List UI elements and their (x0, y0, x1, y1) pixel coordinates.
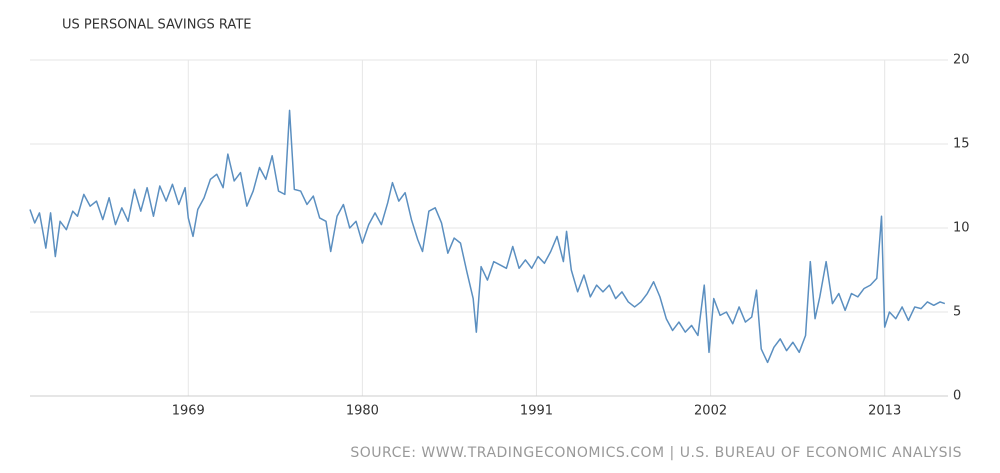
source: SOURCE: WWW.TRADINGECONOMICS.COM | U.S. … (350, 445, 962, 461)
y-tick-label: 15 (953, 137, 970, 152)
x-tick-label: 1980 (346, 404, 379, 419)
x-tick-label: 1991 (520, 404, 553, 419)
line (29, 109, 946, 364)
y-tick-label: 5 (953, 305, 961, 320)
y-tick-label: 20 (953, 53, 970, 68)
x-tick-label: 2013 (868, 404, 901, 419)
x-tick-label: 1969 (172, 404, 205, 419)
y-tick-label: 0 (953, 389, 961, 404)
x-tick-label: 2002 (694, 404, 727, 419)
chart-title: US PERSONAL SAVINGS RATE (62, 18, 251, 33)
y-tick-label: 10 (953, 221, 970, 236)
